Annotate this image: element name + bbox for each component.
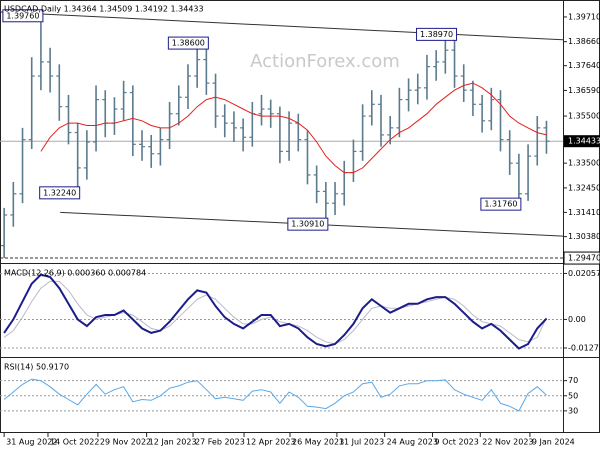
current-price-box: [564, 135, 600, 148]
x-tick-label: 12 Apr 2023: [246, 438, 295, 447]
y-tick-label: 1.33500: [568, 159, 600, 168]
annotation-label: 1.32240: [43, 188, 76, 197]
x-tick-label: 12 Jan 2023: [149, 438, 197, 447]
x-tick-label: 9 Oct 2023: [434, 438, 478, 447]
annotation-box: [416, 27, 458, 41]
y-tick-label: 1.32450: [568, 183, 600, 192]
y-tick-label: 1.38660: [568, 37, 600, 46]
annotation-label: 1.39760: [6, 11, 39, 20]
moving-average: [40, 82, 547, 174]
y-tick-label: 0.00: [568, 315, 586, 324]
y-tick-label: 1.36590: [568, 86, 600, 95]
x-tick-label: 31 Aug 2022: [6, 438, 57, 447]
y-tick-label: 0.020575: [568, 269, 600, 278]
annotation-box: [480, 197, 522, 211]
annotation-box: [287, 217, 329, 231]
current-price-label: 1.34433: [568, 137, 600, 146]
x-tick-label: 29 Nov 2022: [100, 438, 151, 447]
support-box: [563, 251, 600, 265]
frame: [0, 0, 600, 433]
y-tick-label: 1.37640: [568, 61, 600, 70]
y-tick-label: 1.39710: [568, 12, 600, 21]
x-tick-label: 11 Jul 2023: [339, 438, 384, 447]
annotation-label: 1.31760: [484, 200, 517, 209]
panel-title: USDCAD,Daily 1.34364 1.34509 1.34192 1.3…: [4, 5, 204, 14]
x-tick-label: 26 May 2023: [292, 438, 344, 447]
annotation-label: 1.38970: [420, 30, 453, 39]
y-tick-label: 1.35500: [568, 112, 600, 121]
x-tick-label: 24 Aug 2023: [387, 438, 438, 447]
y-tick-label: 1.30380: [568, 232, 600, 241]
x-tick-label: 22 Nov 2023: [482, 438, 533, 447]
indicator-line: [3, 378, 547, 412]
trendline: [0, 11, 564, 41]
y-tick-label: 50: [568, 391, 578, 400]
y-tick-label: 30: [568, 406, 578, 415]
annotation-box: [167, 36, 209, 50]
panel-title: RSI(14) 50.9170: [4, 363, 69, 372]
support-label: 1.29470: [568, 254, 600, 263]
annotation-box: [39, 186, 81, 200]
watermark: ActionForex.com: [250, 51, 400, 72]
annotation-label: 1.30910: [291, 220, 324, 229]
y-tick-label: -0.012755: [568, 343, 600, 352]
panel-title: MACD(12,26,9) 0.000360 0.000784: [4, 269, 146, 278]
annotation-box: [2, 9, 44, 23]
y-tick-label: 1.31410: [568, 208, 600, 217]
y-tick-label: 70: [568, 376, 578, 385]
indicator-line: [3, 273, 548, 350]
x-tick-label: 27 Feb 2023: [195, 438, 245, 447]
x-tick-label: 14 Oct 2022: [50, 438, 99, 447]
annotation-label: 1.38600: [172, 39, 205, 48]
x-tick-label: 9 Jan 2024: [532, 438, 575, 447]
